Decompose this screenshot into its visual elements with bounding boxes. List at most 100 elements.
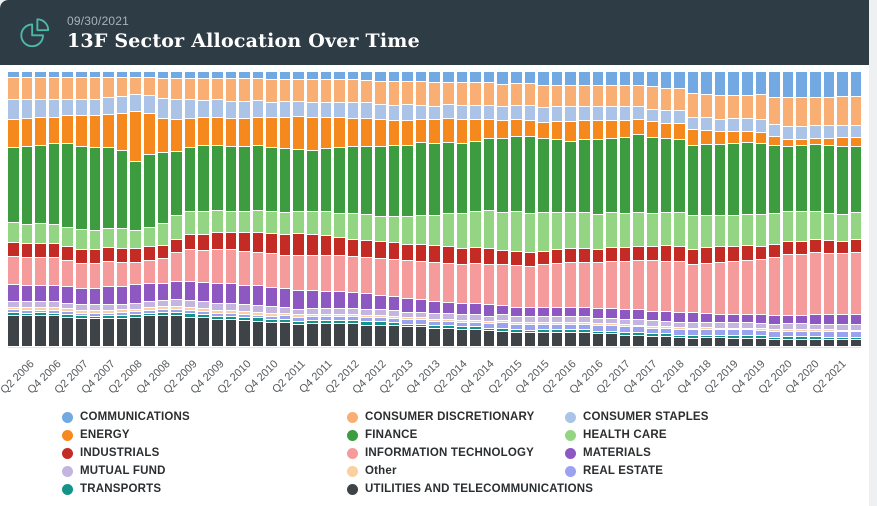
bar-segment-mutual-fund[interactable] (660, 321, 672, 328)
bar-segment-finance[interactable] (497, 138, 508, 213)
bar-segment-consumer-staples[interactable] (796, 126, 808, 140)
bar-segment-health-care[interactable] (415, 216, 427, 246)
bar-segment-communications[interactable] (62, 72, 73, 78)
bar-segment-industrials[interactable] (157, 245, 169, 259)
bar-segment-industrials[interactable] (592, 249, 604, 264)
bar-segment-transports[interactable] (103, 316, 114, 320)
bar-segment-finance[interactable] (633, 135, 644, 213)
bar-segment-transports[interactable] (782, 337, 794, 340)
bar-segment-mutual-fund[interactable] (89, 305, 101, 311)
bar-segment-utilities-and-telecommunications[interactable] (35, 316, 46, 347)
bar-segment-real-estate[interactable] (646, 328, 658, 335)
bar-segment-consumer-discretionary[interactable] (279, 80, 291, 103)
bar-segment-health-care[interactable] (279, 212, 291, 236)
bar-segment-industrials[interactable] (375, 242, 386, 260)
bar-segment-energy[interactable] (252, 118, 264, 147)
bar-segment-industrials[interactable] (266, 234, 277, 254)
bar-segment-utilities-and-telecommunications[interactable] (225, 320, 237, 347)
bar-segment-energy[interactable] (171, 120, 182, 153)
bar-segment-other[interactable] (75, 310, 87, 314)
bar-segment-communications[interactable] (307, 72, 318, 81)
bar-segment-utilities-and-telecommunications[interactable] (837, 339, 848, 347)
bar-segment-consumer-discretionary[interactable] (524, 84, 536, 107)
bar-segment-materials[interactable] (483, 305, 495, 317)
bar-segment-other[interactable] (755, 329, 767, 331)
bar-segment-health-care[interactable] (402, 216, 413, 245)
bar-segment-transports[interactable] (320, 321, 332, 325)
bar-segment-industrials[interactable] (334, 237, 345, 256)
bar-segment-materials[interactable] (497, 305, 508, 316)
bar-segment-communications[interactable] (293, 72, 305, 81)
bar-segment-real-estate[interactable] (755, 330, 767, 336)
bar-segment-mutual-fund[interactable] (239, 305, 250, 313)
bar-segment-finance[interactable] (429, 143, 440, 216)
bar-segment-communications[interactable] (728, 72, 740, 96)
bar-segment-other[interactable] (62, 309, 73, 313)
bar-segment-consumer-discretionary[interactable] (823, 97, 835, 126)
bar-segment-other[interactable] (633, 325, 644, 328)
bar-segment-real-estate[interactable] (674, 329, 685, 336)
bar-segment-health-care[interactable] (361, 215, 373, 241)
bar-segment-finance[interactable] (850, 146, 862, 214)
bar-segment-finance[interactable] (157, 153, 169, 225)
bar-segment-finance[interactable] (171, 152, 182, 217)
bar-segment-materials[interactable] (334, 292, 345, 310)
stacked-bar[interactable] (538, 72, 549, 347)
bar-segment-consumer-discretionary[interactable] (239, 79, 250, 102)
bar-segment-energy[interactable] (524, 121, 536, 138)
bar-segment-health-care[interactable] (796, 211, 808, 243)
bar-segment-materials[interactable] (62, 287, 73, 304)
bar-segment-industrials[interactable] (116, 248, 128, 263)
bar-segment-finance[interactable] (646, 137, 658, 214)
bar-segment-utilities-and-telecommunications[interactable] (687, 338, 699, 347)
bar-segment-other[interactable] (361, 315, 373, 318)
bar-segment-industrials[interactable] (184, 235, 196, 251)
bar-segment-consumer-staples[interactable] (8, 100, 19, 120)
bar-segment-real-estate[interactable] (266, 316, 277, 320)
bar-segment-finance[interactable] (415, 143, 427, 217)
bar-segment-communications[interactable] (714, 72, 726, 96)
bar-segment-mutual-fund[interactable] (307, 309, 318, 315)
bar-segment-utilities-and-telecommunications[interactable] (266, 323, 277, 347)
bar-segment-other[interactable] (687, 328, 699, 331)
bar-segment-communications[interactable] (850, 72, 862, 98)
bar-segment-consumer-staples[interactable] (429, 106, 440, 121)
bar-segment-other[interactable] (415, 318, 427, 321)
bar-segment-consumer-staples[interactable] (239, 101, 250, 119)
stacked-bar[interactable] (184, 72, 196, 347)
stacked-bar[interactable] (456, 72, 468, 347)
bar-segment-consumer-discretionary[interactable] (646, 87, 658, 110)
bar-segment-information-technology[interactable] (755, 260, 767, 316)
bar-segment-consumer-staples[interactable] (252, 101, 264, 119)
bar-segment-utilities-and-telecommunications[interactable] (361, 325, 373, 347)
stacked-bar[interactable] (48, 72, 60, 347)
bar-segment-consumer-staples[interactable] (606, 106, 617, 121)
bar-segment-mutual-fund[interactable] (701, 322, 712, 329)
bar-segment-materials[interactable] (35, 285, 46, 303)
bar-segment-health-care[interactable] (375, 216, 386, 243)
bar-segment-industrials[interactable] (510, 252, 522, 267)
bar-segment-transports[interactable] (606, 331, 617, 335)
bar-segment-consumer-discretionary[interactable] (211, 79, 223, 101)
bar-segment-information-technology[interactable] (619, 262, 631, 310)
bar-segment-finance[interactable] (103, 148, 114, 229)
bar-segment-mutual-fund[interactable] (837, 324, 848, 331)
bar-segment-consumer-discretionary[interactable] (510, 84, 522, 107)
bar-segment-transports[interactable] (35, 313, 46, 317)
bar-segment-consumer-discretionary[interactable] (728, 95, 740, 120)
bar-segment-communications[interactable] (823, 72, 835, 98)
bar-segment-consumer-staples[interactable] (48, 99, 60, 118)
bar-segment-materials[interactable] (266, 287, 277, 308)
bar-segment-consumer-staples[interactable] (62, 99, 73, 117)
bar-segment-real-estate[interactable] (239, 315, 250, 319)
bar-segment-finance[interactable] (48, 144, 60, 225)
bar-segment-communications[interactable] (538, 72, 549, 86)
bar-segment-industrials[interactable] (130, 248, 141, 263)
bar-segment-transports[interactable] (184, 314, 196, 318)
bar-segment-information-technology[interactable] (714, 262, 726, 315)
bar-segment-real-estate[interactable] (320, 316, 332, 322)
bar-segment-real-estate[interactable] (823, 331, 835, 338)
bar-segment-energy[interactable] (483, 119, 495, 140)
bar-segment-industrials[interactable] (279, 235, 291, 256)
bar-segment-consumer-discretionary[interactable] (565, 85, 576, 107)
